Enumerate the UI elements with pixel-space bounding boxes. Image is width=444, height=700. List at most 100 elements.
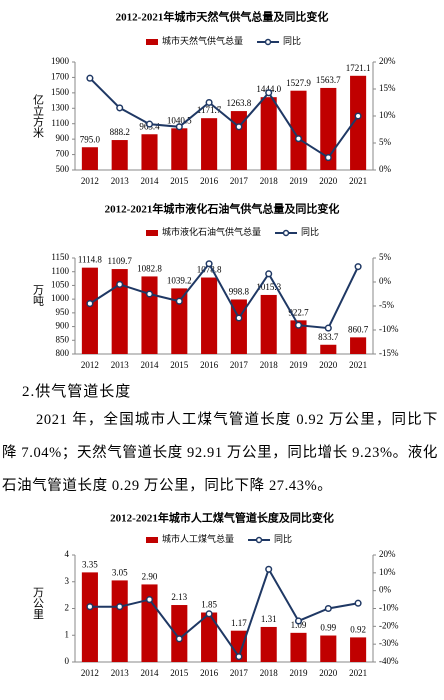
y-tick-label: 1 <box>65 629 70 639</box>
line-marker <box>235 123 243 131</box>
bar <box>141 134 158 170</box>
line-marker <box>145 290 154 298</box>
paragraph: 2021 年，全国城市人工煤气管道长度 0.92 万公里，同比下降 7.04%；… <box>2 412 438 494</box>
bar <box>111 140 128 170</box>
x-tick-label: 2020 <box>319 668 338 678</box>
y2-tick-label: -5% <box>379 300 394 310</box>
y2-tick-label: 20% <box>379 549 396 559</box>
y-tick-label: 1100 <box>51 266 69 276</box>
x-tick-label: 2016 <box>200 360 219 370</box>
y-tick-label: 1100 <box>51 118 69 128</box>
legend-label: 城市人工煤气总量 <box>162 533 234 544</box>
bar-value-label: 2.90 <box>142 571 158 581</box>
bar <box>171 288 188 354</box>
legend-label: 同比 <box>283 35 301 46</box>
y2-tick-label: 15% <box>379 83 396 93</box>
x-tick-label: 2017 <box>230 668 249 678</box>
y2-tick-label: 20% <box>379 56 396 66</box>
x-tick-label: 2020 <box>319 176 338 186</box>
y2-tick-label: 0% <box>379 276 392 286</box>
bar <box>290 632 307 662</box>
y2-tick-label: -30% <box>379 638 399 648</box>
y-tick-label: 1300 <box>51 102 70 112</box>
legend-marker <box>255 536 263 544</box>
bar-value-label: 1039.2 <box>167 275 192 285</box>
bar <box>320 87 337 170</box>
bar <box>260 97 277 170</box>
y-tick-label: 900 <box>56 321 70 331</box>
legend-swatch <box>146 230 158 236</box>
bar-value-label: 888.2 <box>110 127 130 137</box>
line-marker <box>265 89 273 97</box>
legend-label: 城市液化石油气供气总量 <box>162 226 261 237</box>
bar-value-label: 0.92 <box>350 624 366 634</box>
x-tick-label: 2015 <box>170 668 189 678</box>
x-tick-label: 2018 <box>260 360 279 370</box>
legend-label: 城市天然气供气总量 <box>162 35 243 46</box>
x-tick-label: 2018 <box>260 668 279 678</box>
bar <box>81 267 98 354</box>
line-marker <box>265 565 273 573</box>
line-series <box>89 566 359 659</box>
line-marker <box>86 74 94 82</box>
line-marker <box>86 300 94 308</box>
y2-tick-label: -10% <box>379 603 399 613</box>
x-tick-label: 2017 <box>230 176 249 186</box>
bar-value-label: 1.17 <box>231 618 247 628</box>
line-marker <box>205 260 213 268</box>
bar-value-label: 3.35 <box>82 559 98 569</box>
bar-value-label: 1563.7 <box>316 75 341 85</box>
y-tick-label: 1700 <box>51 71 70 81</box>
y-tick-label: 1000 <box>51 293 70 303</box>
bar-value-label: 1.85 <box>201 600 217 610</box>
line-marker <box>294 617 303 625</box>
legend-swatch <box>146 537 158 543</box>
line-marker <box>324 604 332 613</box>
x-tick-label: 2012 <box>81 360 99 370</box>
legend-marker <box>282 229 290 237</box>
y-tick-label: 700 <box>56 149 70 159</box>
bar <box>290 90 307 170</box>
bar-value-label: 860.7 <box>348 324 369 334</box>
line-marker <box>116 603 124 611</box>
bar-value-label: 2.13 <box>171 592 187 602</box>
line-marker <box>175 635 183 643</box>
bar-value-label: 998.8 <box>229 287 250 297</box>
y-axis-label: 万吨 <box>31 284 44 306</box>
bar-value-label: 0.99 <box>320 623 336 633</box>
x-tick-label: 2013 <box>111 668 130 678</box>
bar <box>81 572 98 662</box>
legend-label: 同比 <box>301 226 319 237</box>
bar <box>230 630 247 662</box>
bar-value-label: 1.31 <box>261 614 277 624</box>
chart-title: 2012-2021年城市人工煤气管道长度及同比变化 <box>110 511 334 525</box>
section-heading: 2.供气管道长度 <box>22 384 132 400</box>
line-marker <box>354 599 362 607</box>
line-marker <box>324 324 332 332</box>
bar <box>350 337 367 354</box>
bar <box>111 269 128 354</box>
x-tick-label: 2018 <box>260 176 279 186</box>
chart-title: 2012-2021年城市液化石油气供气总量及同比变化 <box>105 202 340 216</box>
bar-value-label: 1078.8 <box>197 265 222 275</box>
bar-value-label: 1.09 <box>291 620 307 630</box>
line-marker <box>235 653 243 661</box>
y-tick-label: 950 <box>56 307 70 317</box>
y2-tick-label: -20% <box>379 620 399 630</box>
y2-tick-label: 5% <box>379 137 392 147</box>
line-marker <box>116 280 124 288</box>
x-tick-label: 2015 <box>170 176 189 186</box>
line-marker <box>354 263 362 271</box>
x-tick-label: 2021 <box>349 668 367 678</box>
bar <box>230 111 247 170</box>
legend-marker <box>264 38 272 46</box>
bar <box>350 75 367 170</box>
y-tick-label: 1500 <box>51 87 70 97</box>
y-tick-label: 4 <box>65 549 70 559</box>
bar-value-label: 1263.8 <box>227 98 252 108</box>
legend-swatch <box>146 39 158 45</box>
